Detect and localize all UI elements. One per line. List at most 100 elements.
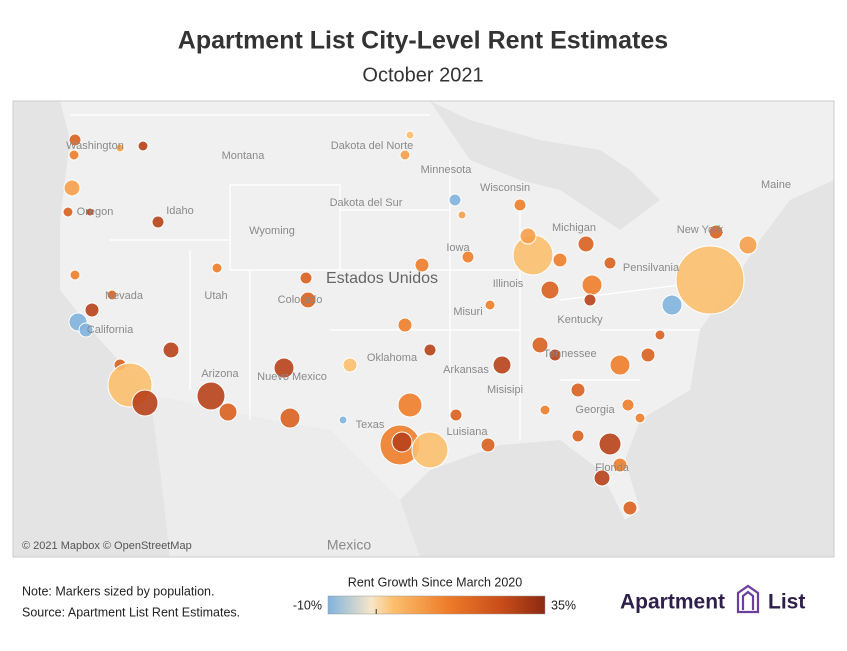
state-label: Utah (204, 290, 227, 302)
city-marker (405, 130, 415, 140)
country-label: Estados Unidos (326, 270, 438, 287)
city-marker (137, 140, 149, 152)
state-label: Michigan (552, 222, 596, 234)
map-frame (12, 100, 835, 558)
state-label: Tennessee (543, 348, 596, 360)
city-marker (391, 431, 413, 453)
city-marker (661, 294, 683, 316)
city-marker (69, 269, 81, 281)
logo-word: Apartment (620, 591, 725, 614)
city-marker (211, 262, 223, 274)
state-label: Texas (356, 419, 385, 431)
state-label: Maine (761, 179, 791, 191)
state-label: Kentucky (557, 314, 603, 326)
state-label: Georgia (575, 404, 615, 416)
state-borders (70, 114, 721, 440)
city-marker (577, 235, 595, 253)
logo-word: List (768, 591, 805, 614)
city-marker (622, 500, 638, 516)
city-marker (449, 408, 463, 422)
city-marker (513, 198, 527, 212)
city-marker (299, 291, 317, 309)
city-marker (448, 193, 462, 207)
city-marker (519, 227, 537, 245)
state-label: Arkansas (443, 364, 489, 376)
city-marker (570, 382, 586, 398)
state-label: Dakota del Norte (331, 140, 414, 152)
state-label: Misisipi (487, 384, 523, 396)
legend-title: Rent Growth Since March 2020 (348, 575, 522, 589)
state-label: Wisconsin (480, 182, 530, 194)
city-marker (68, 149, 80, 161)
city-marker (531, 336, 549, 354)
city-marker (115, 143, 125, 153)
city-marker (399, 149, 411, 161)
markers (62, 130, 758, 516)
state-label: Arizona (201, 368, 239, 380)
city-marker (548, 348, 562, 362)
state-label: Colorado (278, 294, 323, 306)
city-marker (62, 206, 74, 218)
state-label: Montana (222, 150, 266, 162)
city-marker (708, 224, 724, 240)
subtitle: October 2021 (362, 64, 483, 86)
city-marker (603, 256, 617, 270)
city-marker (151, 215, 165, 229)
state-label: Dakota del Sur (330, 197, 403, 209)
city-marker (411, 431, 449, 469)
city-marker (162, 341, 180, 359)
title: Apartment List City-Level Rent Estimates (178, 27, 668, 55)
country-label: Mexico (327, 537, 372, 553)
city-marker (78, 322, 94, 338)
city-marker (539, 404, 551, 416)
city-marker (552, 252, 568, 268)
city-marker (598, 432, 622, 456)
legend-min: -10% (293, 598, 322, 612)
city-marker (196, 381, 226, 411)
city-marker (612, 457, 628, 473)
city-marker (338, 415, 348, 425)
city-marker (106, 289, 118, 301)
city-marker (640, 347, 656, 363)
attribution: © 2021 Mapbox © OpenStreetMap (22, 540, 192, 552)
city-marker (85, 207, 95, 217)
city-marker (540, 280, 560, 300)
city-marker (571, 429, 585, 443)
state-label: Minnesota (421, 164, 473, 176)
city-marker (634, 412, 646, 424)
city-marker (414, 257, 430, 273)
state-label: Florida (595, 462, 630, 474)
state-label: Nevada (105, 290, 144, 302)
state-label: New York (677, 224, 724, 236)
legend-gradient (327, 595, 546, 615)
logo-icon (736, 584, 760, 614)
city-marker (593, 469, 611, 487)
state-label: Iowa (446, 242, 470, 254)
city-marker (492, 355, 512, 375)
city-marker (457, 210, 467, 220)
state-label: Idaho (166, 205, 194, 217)
city-marker (273, 357, 295, 379)
city-marker (299, 271, 313, 285)
city-marker (583, 293, 597, 307)
city-marker (279, 407, 301, 429)
state-label: California (87, 324, 134, 336)
state-label: Misuri (453, 306, 482, 318)
city-marker (218, 402, 238, 422)
city-marker (675, 245, 745, 315)
city-marker (63, 179, 81, 197)
city-marker (423, 343, 437, 357)
city-marker (342, 357, 358, 373)
city-marker (84, 302, 100, 318)
state-label: Luisiana (447, 426, 489, 438)
city-marker (609, 354, 631, 376)
legend-max: 35% (551, 598, 576, 612)
state-label: Nuevo Mexico (257, 371, 327, 383)
city-marker (131, 389, 159, 417)
city-marker (581, 274, 603, 296)
city-marker (397, 392, 423, 418)
city-marker (480, 437, 496, 453)
state-label: Wyoming (249, 225, 295, 237)
city-marker (461, 250, 475, 264)
